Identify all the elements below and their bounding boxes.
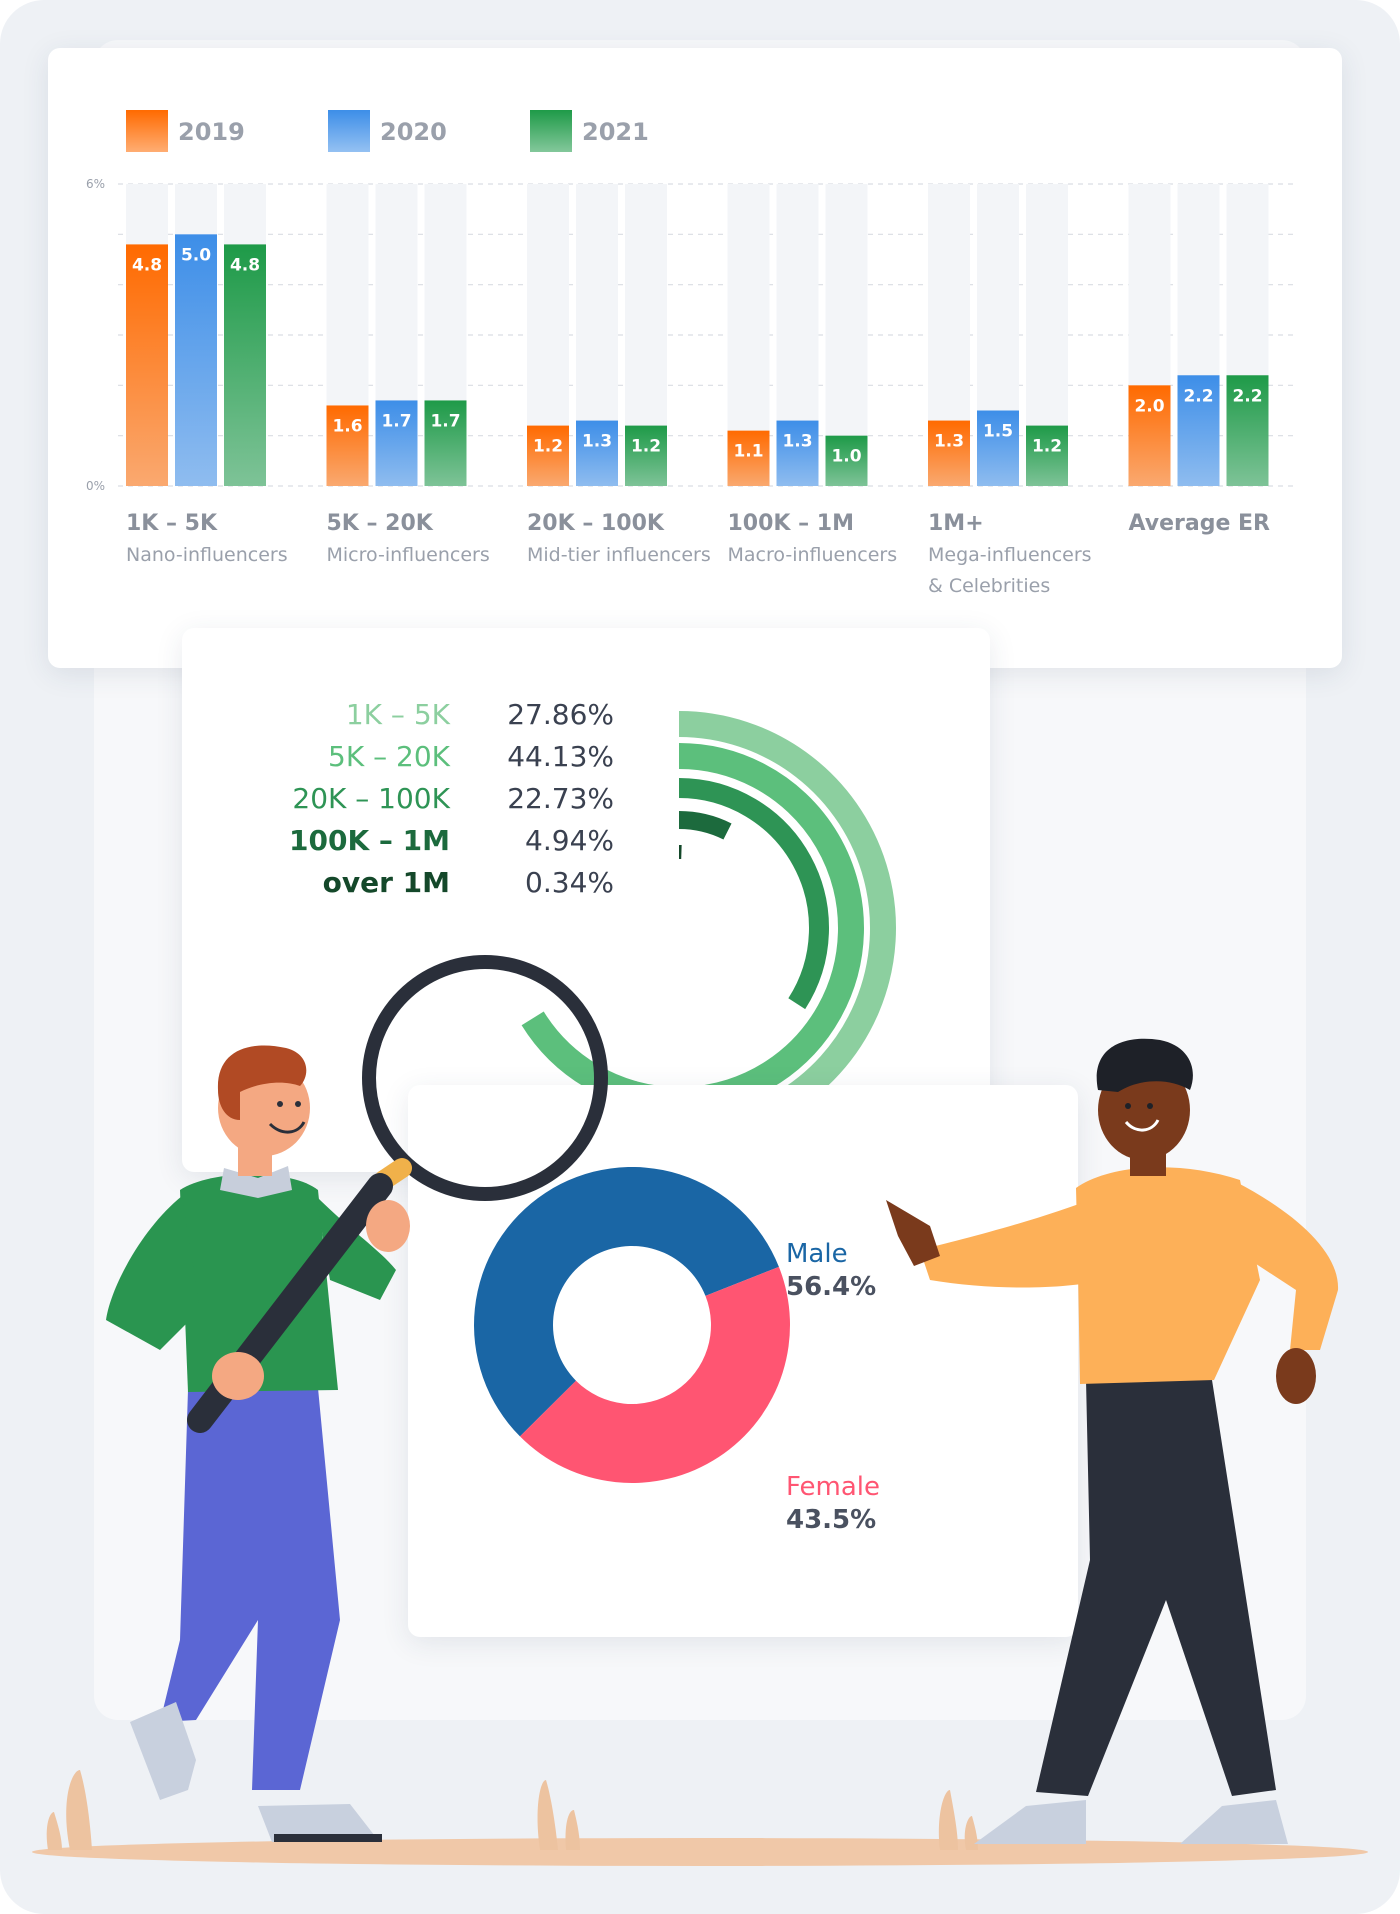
bar-2021-1 xyxy=(424,400,467,486)
bar-2019-2 xyxy=(527,425,569,486)
bar-value-label: 1.7 xyxy=(430,411,460,431)
bar-2020-3 xyxy=(776,420,819,486)
bar-value-label: 1.1 xyxy=(733,442,763,462)
legend-swatch-2021 xyxy=(530,110,572,152)
tier-label: 1K – 5K xyxy=(346,698,451,731)
donut-value-male: 56.4% xyxy=(786,1272,876,1302)
bar-2020-4 xyxy=(977,410,1019,486)
bar-2019-5 xyxy=(1128,385,1171,486)
category-subtitle: Mega-influencers xyxy=(928,544,1092,566)
tier-value: 22.73% xyxy=(507,782,614,815)
bar-value-label: 4.8 xyxy=(132,255,162,275)
bar-2020-0 xyxy=(175,234,217,486)
tier-value: 44.13% xyxy=(507,740,614,773)
follower-tier-chart-card: 1K – 5K 27.86% 5K – 20K 44.13% 20K – 100K 22.… xyxy=(182,628,990,1172)
bar-2019-1 xyxy=(326,405,369,486)
category-subtitle: Mid-tier influencers xyxy=(527,544,711,566)
bar-2021-3 xyxy=(825,435,868,486)
tier-value: 0.34% xyxy=(525,866,614,899)
legend-label-2020: 2020 xyxy=(380,118,447,146)
legend-swatch-2020 xyxy=(328,110,370,152)
y-tick-label: 0% xyxy=(86,479,105,493)
bar-2019-3 xyxy=(727,430,770,486)
tier-arc xyxy=(678,711,896,1117)
bar-value-label: 1.3 xyxy=(782,432,812,452)
legend-label-2019: 2019 xyxy=(178,118,245,146)
bar-2020-5 xyxy=(1177,375,1220,486)
category-subtitle: Nano-influencers xyxy=(126,544,288,566)
category-title: 1M+ xyxy=(928,511,984,536)
bar-2021-2 xyxy=(625,425,667,486)
bar-2019-4 xyxy=(928,420,970,486)
bar-value-label: 2.0 xyxy=(1134,396,1164,416)
bar-value-label: 1.2 xyxy=(1032,437,1062,457)
bar-value-label: 1.2 xyxy=(631,437,661,457)
bar-value-label: 1.5 xyxy=(983,422,1013,442)
category-title: 20K – 100K xyxy=(527,511,665,536)
tier-arc xyxy=(678,778,829,1010)
bar-2021-4 xyxy=(1026,425,1068,486)
bar-value-label: 1.2 xyxy=(533,437,563,457)
donut-slice-Female xyxy=(519,1266,790,1483)
gender-donut-chart-card: Male 56.4% Female 43.5% xyxy=(408,1085,1078,1637)
bar-value-label: 5.0 xyxy=(181,245,211,265)
donut-label-male: Male xyxy=(786,1239,848,1269)
bar-2020-2 xyxy=(576,420,618,486)
bar-2020-1 xyxy=(375,400,418,486)
bar-value-label: 2.2 xyxy=(1183,386,1213,406)
bar-2021-0 xyxy=(224,244,266,486)
tier-value: 4.94% xyxy=(525,824,614,857)
y-tick-label: 6% xyxy=(86,177,105,191)
category-subtitle: Macro-influencers xyxy=(728,544,898,566)
donut-label-female: Female xyxy=(786,1472,880,1502)
category-subtitle: Micro-influencers xyxy=(327,544,490,566)
category-title: Average ER xyxy=(1129,511,1271,536)
bar-value-label: 1.3 xyxy=(582,432,612,452)
engagement-bar-chart-card: 2019 2020 2021 6% 0% 4.8 5.0 4.8 1K – 5K Nano-inf… xyxy=(48,48,1342,668)
bar-value-label: 1.0 xyxy=(831,447,861,467)
bar-value-label: 1.6 xyxy=(332,416,362,436)
bar-2019-0 xyxy=(126,244,168,486)
category-title: 1K – 5K xyxy=(126,511,218,536)
bar-2021-5 xyxy=(1226,375,1269,486)
category-title: 100K – 1M xyxy=(728,511,855,536)
engagement-bar-chart: 2019 2020 2021 6% 0% 4.8 5.0 4.8 1K – 5K Nano-inf… xyxy=(86,110,1298,597)
tier-label: over 1M xyxy=(323,866,450,899)
tier-label: 5K – 20K xyxy=(328,740,451,773)
bar-value-label: 4.8 xyxy=(230,255,260,275)
category-subtitle: & Celebrities xyxy=(928,575,1050,597)
bar-value-label: 2.2 xyxy=(1232,386,1262,406)
donut-slice-Male xyxy=(474,1167,779,1437)
bar-value-label: 1.7 xyxy=(381,411,411,431)
tier-label: 100K – 1M xyxy=(289,824,450,857)
tier-arc xyxy=(678,811,732,840)
legend-label-2021: 2021 xyxy=(582,118,649,146)
bar-value-label: 1.3 xyxy=(934,432,964,452)
tier-value: 27.86% xyxy=(507,698,614,731)
tier-label: 20K – 100K xyxy=(292,782,450,815)
legend-swatch-2019 xyxy=(126,110,168,152)
category-title: 5K – 20K xyxy=(327,511,434,536)
donut-value-female: 43.5% xyxy=(786,1505,876,1535)
